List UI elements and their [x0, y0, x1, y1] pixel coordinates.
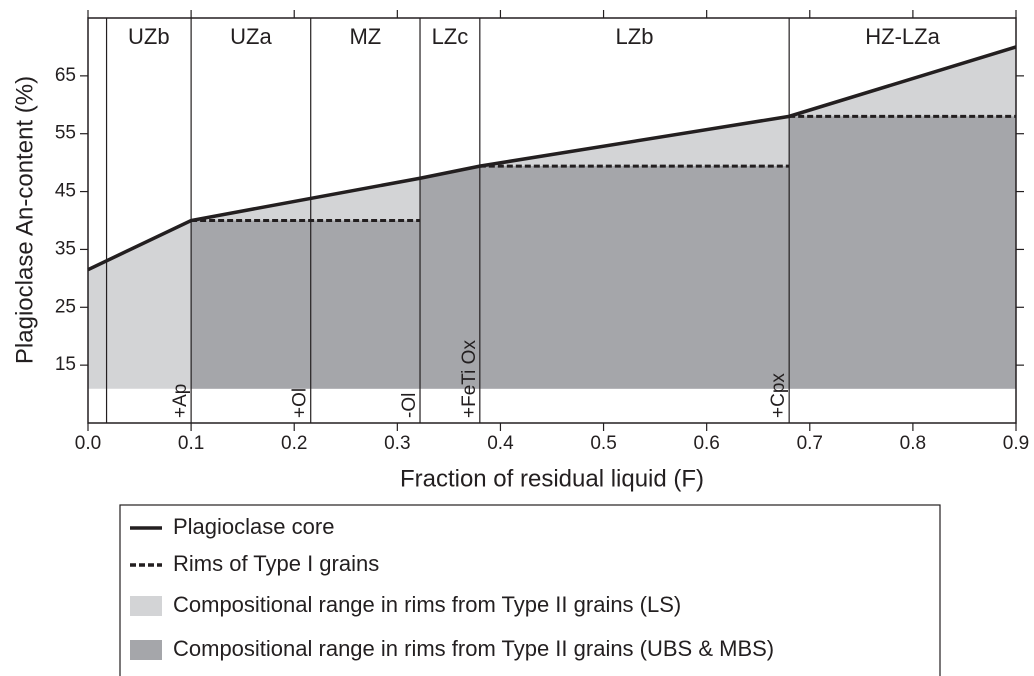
y-tick-label: 65	[55, 65, 76, 86]
legend-label: Plagioclase core	[173, 514, 334, 539]
x-tick-label: 0.5	[590, 433, 616, 454]
annotation: +FeTi Ox	[459, 340, 480, 418]
legend-label: Compositional range in rims from Type II…	[173, 636, 774, 661]
x-tick-label: 0.4	[487, 433, 514, 454]
zone-label: LZb	[616, 24, 654, 49]
legend-label: Rims of Type I grains	[173, 551, 379, 576]
x-tick-label: 0.1	[178, 433, 204, 454]
x-tick-label: 0.8	[900, 433, 926, 454]
y-tick-label: 55	[55, 123, 76, 144]
annotation: -Ol	[399, 393, 420, 418]
y-tick-label: 15	[55, 354, 76, 375]
line	[87, 45, 1017, 272]
annotation: +Cpx	[768, 373, 789, 418]
legend: Plagioclase core Rims of Type I grains Com…	[119, 504, 941, 676]
legend-swatch	[130, 596, 162, 616]
zone-label: HZ-LZa	[865, 24, 940, 49]
legend-swatch	[130, 640, 162, 660]
x-tick-label: 0.3	[384, 433, 410, 454]
line	[191, 114, 1016, 222]
zone-label: LZc	[432, 24, 469, 49]
legend-box	[119, 504, 941, 676]
zone-label: UZa	[230, 24, 272, 49]
zone-label: UZb	[128, 24, 170, 49]
area	[191, 116, 1017, 389]
x-axis-title: Fraction of residual liquid (F)	[400, 465, 704, 492]
annotation: +Ol	[290, 388, 311, 418]
y-axis-title: Plagioclase An-content (%)	[11, 76, 38, 364]
y-tick-label: 25	[55, 296, 76, 317]
x-tick-label: 0.9	[1003, 433, 1029, 454]
x-tick-label: 0.7	[797, 433, 823, 454]
zone-label: MZ	[349, 24, 381, 49]
annotation: +Ap	[170, 384, 191, 418]
x-tick-label: 0.0	[75, 433, 101, 454]
y-tick-label: 45	[55, 181, 76, 202]
legend-label: Compositional range in rims from Type II…	[173, 592, 681, 617]
x-tick-label: 0.2	[281, 433, 307, 454]
x-tick-label: 0.6	[693, 433, 719, 454]
plot-frame	[87, 17, 1017, 424]
y-tick-label: 35	[55, 238, 76, 259]
